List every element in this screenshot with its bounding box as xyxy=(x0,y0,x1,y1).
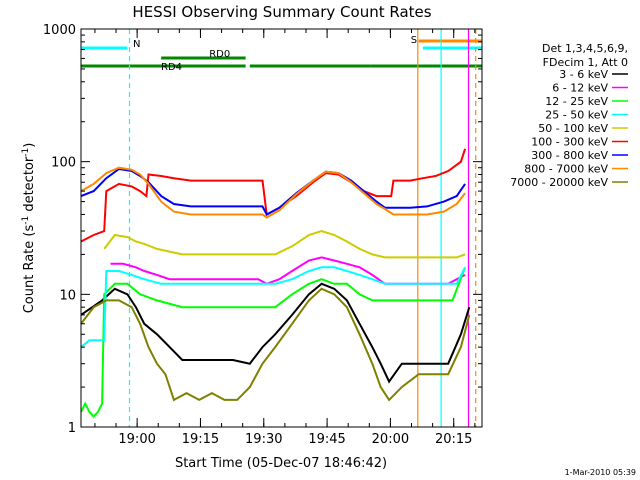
legend-label-12-25-kev: 12 - 25 keV xyxy=(545,95,608,108)
y-tick-label-1000: 1000 xyxy=(43,23,76,38)
flag-label-n: N xyxy=(133,39,140,50)
legend-header-line-1: FDecim 1, Att 0 xyxy=(543,56,628,69)
y-axis-label-sup1: -1 xyxy=(21,216,31,225)
legend-label-7000-20000-kev: 7000 - 20000 keV xyxy=(510,176,608,189)
y-axis-label-mid: detector xyxy=(22,156,37,216)
series-line-25-50-kev xyxy=(80,266,466,348)
flag-label-s: S xyxy=(411,35,417,46)
legend-label-6-12-kev: 6 - 12 keV xyxy=(552,82,608,95)
flag-label-rd4: RD4 xyxy=(161,62,182,73)
legend-label-25-50-kev: 25 - 50 keV xyxy=(545,109,608,122)
legend-label-50-100-kev: 50 - 100 keV xyxy=(538,122,608,135)
flag-bars: N RD0 RD4 S xyxy=(81,35,482,73)
series-line-50-100-kev xyxy=(103,229,466,259)
legend-label-3-6-kev: 3 - 6 keV xyxy=(559,68,608,81)
x-tick-label-19-15: 19:15 xyxy=(182,432,219,447)
series-line-100-300-kev xyxy=(80,148,467,243)
series-line-800-7000-kev xyxy=(80,166,466,219)
chart-title: HESSI Observing Summary Count Rates xyxy=(132,3,431,21)
x-tick-label-19-45: 19:45 xyxy=(308,432,345,447)
x-axis: 19:00 19:15 19:30 19:45 20:00 20:15 xyxy=(94,29,476,447)
vertical-markers xyxy=(128,29,477,427)
legend-label-800-7000-kev: 800 - 7000 keV xyxy=(524,163,608,176)
x-axis-label: Start Time (05-Dec-07 18:46:42) xyxy=(175,456,387,471)
y-axis: 1 10 100 1000 xyxy=(43,23,482,436)
series-line-12-25-kev xyxy=(80,266,467,418)
legend-label-100-300-kev: 100 - 300 keV xyxy=(531,136,608,149)
x-tick-label-19-30: 19:30 xyxy=(245,432,282,447)
plot-frame xyxy=(80,28,483,428)
plot-timestamp: 1-Mar-2010 05:39 xyxy=(565,468,636,477)
y-axis-label-end: ) xyxy=(22,143,37,148)
x-tick-label-20-15: 20:15 xyxy=(435,432,472,447)
series-line-300-800-kev xyxy=(80,167,466,216)
y-tick-label-100: 100 xyxy=(51,156,76,171)
y-axis-label-sup2: -1 xyxy=(21,148,31,157)
series-lines xyxy=(80,148,471,418)
series-line-7000-20000-kev xyxy=(80,287,471,402)
y-tick-label-1: 1 xyxy=(68,421,76,436)
x-tick-label-19-00: 19:00 xyxy=(118,432,155,447)
y-axis-label-main: Count Rate (s xyxy=(22,225,37,314)
legend-header-line-0: Det 1,3,4,5,6,9, xyxy=(542,42,628,55)
legend-label-300-800-kev: 300 - 800 keV xyxy=(531,149,608,162)
series-line-3-6-kev xyxy=(80,282,471,384)
legend: Det 1,3,4,5,6,9,FDecim 1, Att 03 - 6 keV… xyxy=(510,42,628,189)
x-tick-label-20-00: 20:00 xyxy=(372,432,409,447)
y-tick-label-10: 10 xyxy=(59,288,76,303)
y-axis-label: Count Rate (s-1 detector-1) xyxy=(21,143,37,314)
flag-label-rd0: RD0 xyxy=(209,49,230,60)
